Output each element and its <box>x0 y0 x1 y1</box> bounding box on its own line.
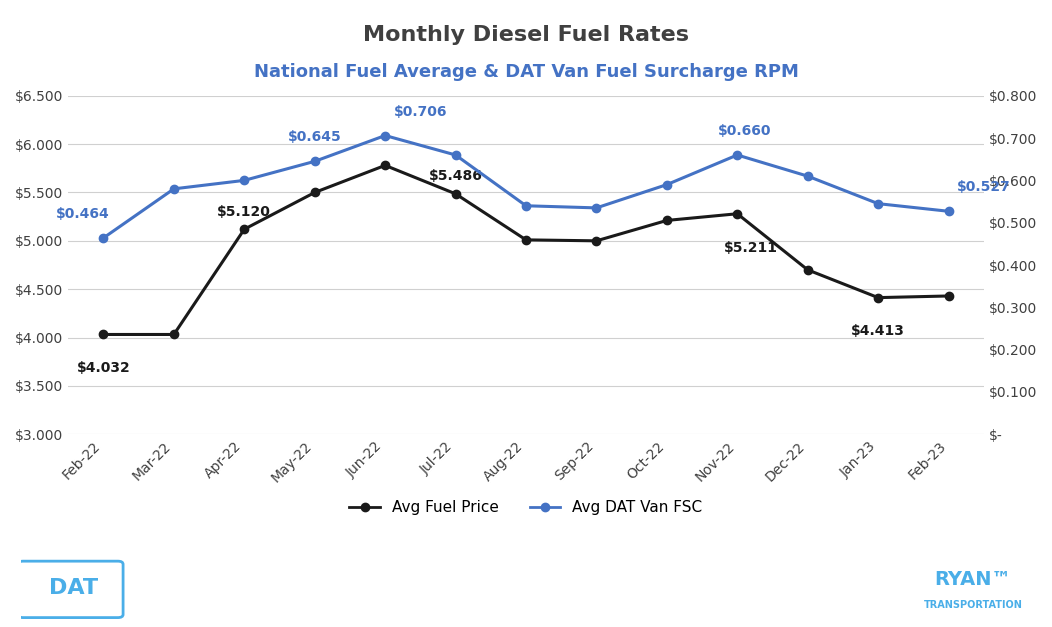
Text: $0.706: $0.706 <box>393 105 447 119</box>
Text: $0.660: $0.660 <box>717 124 771 138</box>
Text: TRANSPORTATION: TRANSPORTATION <box>924 600 1023 610</box>
Text: Monthly Diesel Fuel Rates: Monthly Diesel Fuel Rates <box>363 25 689 45</box>
Text: $5.486: $5.486 <box>428 169 483 184</box>
Text: $4.413: $4.413 <box>851 325 905 339</box>
Text: DAT: DAT <box>49 578 98 598</box>
Text: $0.645: $0.645 <box>288 130 342 144</box>
Text: $5.211: $5.211 <box>725 241 778 255</box>
Legend: Avg Fuel Price, Avg DAT Van FSC: Avg Fuel Price, Avg DAT Van FSC <box>343 494 709 522</box>
Text: RYAN™: RYAN™ <box>934 571 1012 589</box>
Text: $0.464: $0.464 <box>56 207 109 221</box>
Text: $5.120: $5.120 <box>218 205 271 219</box>
Text: $4.032: $4.032 <box>77 361 130 376</box>
Text: $0.527: $0.527 <box>957 181 1011 194</box>
Text: National Fuel Average & DAT Van Fuel Surcharge RPM: National Fuel Average & DAT Van Fuel Sur… <box>254 63 798 81</box>
FancyBboxPatch shape <box>18 561 123 618</box>
